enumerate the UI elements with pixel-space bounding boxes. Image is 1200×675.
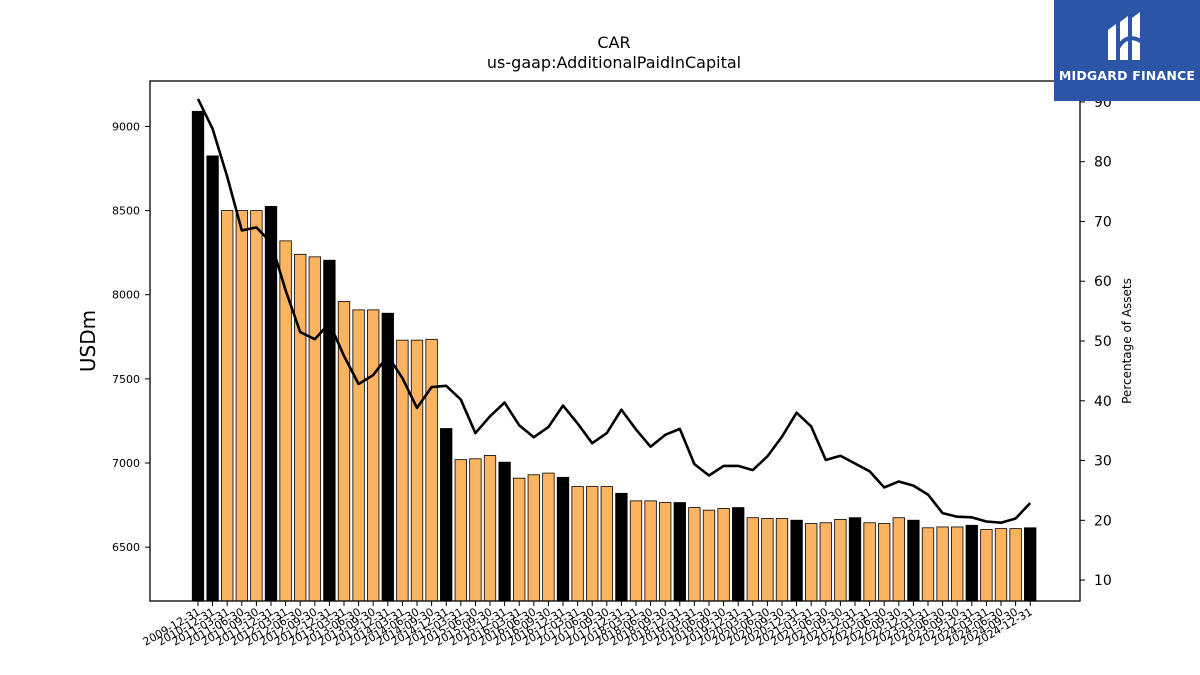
bar-2022-03-31 bbox=[863, 522, 876, 602]
bar-2011-12-31 bbox=[264, 205, 278, 602]
bar-2018-09-30 bbox=[659, 502, 672, 602]
bar-2015-09-30 bbox=[483, 455, 497, 602]
bar-2024-06-30 bbox=[994, 528, 1008, 602]
y-tick-label: 9000 bbox=[112, 120, 140, 133]
chart-subtitle: us-gaap:AdditionalPaidInCapital bbox=[487, 53, 741, 72]
chart-title: CAR bbox=[597, 33, 630, 52]
y2-tick-label: 10 bbox=[1094, 573, 1112, 589]
logo-mark-icon bbox=[1108, 12, 1144, 60]
bar-2020-09-30 bbox=[775, 518, 789, 602]
brand-logo: MIDGARD FINANCE bbox=[1054, 0, 1200, 101]
y2-tick-label: 60 bbox=[1094, 274, 1112, 290]
line-group bbox=[196, 98, 1032, 525]
bar-2012-03-31 bbox=[279, 240, 292, 602]
y2-tick-label: 20 bbox=[1094, 513, 1112, 529]
bar-2023-12-31 bbox=[965, 524, 978, 602]
bar-2018-12-31 bbox=[673, 502, 686, 602]
bar-2016-06-30 bbox=[527, 474, 540, 602]
bar-2014-12-31 bbox=[440, 428, 453, 602]
bar-2013-09-30 bbox=[367, 309, 380, 602]
y2-tick-label: 50 bbox=[1094, 334, 1112, 350]
x-axis: 2009-12-312010-12-312011-03-312011-06-30… bbox=[141, 601, 1035, 649]
bar-2023-09-30 bbox=[951, 526, 964, 602]
bar-2016-12-31 bbox=[556, 476, 570, 602]
bar-2021-03-31 bbox=[805, 523, 818, 602]
bar-2015-06-30 bbox=[469, 458, 482, 602]
y-tick-label: 8500 bbox=[112, 205, 140, 218]
bar-2024-09-30 bbox=[1009, 528, 1022, 602]
bar-2024-03-31 bbox=[980, 529, 993, 602]
y-tick-label: 7000 bbox=[112, 457, 140, 470]
bar-2020-12-31 bbox=[790, 519, 803, 602]
bar-2015-12-31 bbox=[498, 461, 511, 602]
bar-2016-03-31 bbox=[513, 477, 526, 602]
bar-2019-06-30 bbox=[702, 509, 716, 602]
bar-2017-12-31 bbox=[615, 492, 628, 602]
bar-2022-12-31 bbox=[907, 519, 920, 602]
y2-tick-label: 80 bbox=[1094, 155, 1112, 171]
bar-2017-09-30 bbox=[600, 486, 613, 602]
bar-2013-06-30 bbox=[352, 309, 365, 602]
bar-2023-03-31 bbox=[921, 527, 935, 602]
bar-2019-12-31 bbox=[732, 507, 745, 602]
y-tick-label: 8000 bbox=[112, 289, 140, 302]
y2-tick-label: 30 bbox=[1094, 454, 1112, 470]
bar-2018-03-31 bbox=[629, 500, 643, 602]
bar-2012-06-30 bbox=[294, 253, 307, 602]
bar-2020-06-30 bbox=[761, 518, 774, 602]
bar-2022-06-30 bbox=[878, 523, 891, 602]
logo-text: MIDGARD FINANCE bbox=[1058, 68, 1196, 83]
bar-2014-09-30 bbox=[425, 338, 438, 602]
bar-2019-09-30 bbox=[717, 508, 730, 602]
bar-2024-12-31 bbox=[1024, 527, 1037, 602]
y-axis-label: USDm bbox=[76, 310, 100, 372]
bar-2015-03-31 bbox=[454, 459, 467, 602]
bar-2021-12-31 bbox=[848, 517, 862, 602]
y-tick-label: 6500 bbox=[112, 541, 140, 554]
bar-2011-06-30 bbox=[235, 210, 248, 602]
bar-2020-03-31 bbox=[746, 517, 759, 602]
bar-2011-03-31 bbox=[221, 210, 234, 602]
bar-2009-12-31 bbox=[191, 110, 205, 602]
bar-2017-06-30 bbox=[586, 486, 599, 602]
bar-2023-06-30 bbox=[936, 526, 949, 602]
bar-2021-09-30 bbox=[834, 518, 847, 602]
bar-2012-12-31 bbox=[323, 259, 336, 602]
y-tick-label: 7500 bbox=[112, 373, 140, 386]
bar-2017-03-31 bbox=[571, 486, 584, 602]
y2-axis-label: Percentage of Assets bbox=[1120, 278, 1134, 404]
y2-tick-label: 40 bbox=[1094, 394, 1112, 410]
bar-2019-03-31 bbox=[688, 507, 701, 602]
bar-2010-12-31 bbox=[206, 155, 219, 602]
bar-2016-09-30 bbox=[542, 472, 555, 602]
bar-2011-09-30 bbox=[250, 210, 263, 602]
y2-tick-label: 70 bbox=[1094, 214, 1112, 230]
bars-group bbox=[191, 110, 1037, 602]
percentage-line bbox=[196, 98, 1032, 525]
bar-2021-06-30 bbox=[819, 522, 832, 602]
y-axis: 6500 7000 7500 8000 8500 9000 bbox=[112, 120, 150, 554]
bar-2022-09-30 bbox=[892, 517, 905, 602]
bar-2012-09-30 bbox=[308, 256, 321, 602]
bar-2014-06-30 bbox=[410, 339, 424, 602]
bar-2018-06-30 bbox=[644, 500, 657, 602]
